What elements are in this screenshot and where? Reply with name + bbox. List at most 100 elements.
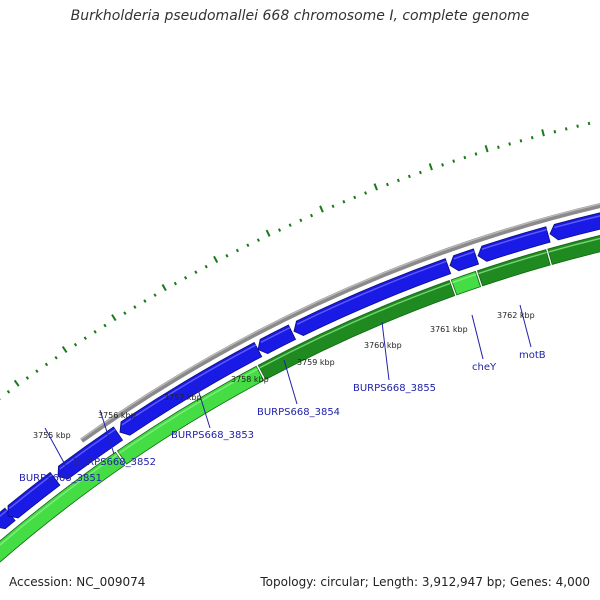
label-leader-line [381,321,390,381]
gene-label: motB [519,350,546,361]
label-leaders [44,304,532,471]
backbone-line [80,203,600,443]
minor-tick [508,142,512,146]
minor-tick [103,323,107,328]
minor-tick [441,163,444,167]
scale-label: 3762 kbp [497,311,535,320]
label-leader-line [283,359,298,405]
major-tick [111,314,117,322]
reverse-gene-block [116,365,265,465]
forward-gene-arrow [257,324,297,355]
minor-tick [353,195,357,200]
minor-tick [278,228,282,232]
minor-tick [204,264,208,269]
forward-gene-arrow [477,226,551,262]
scale-label: 3756 kbp [98,411,136,420]
gene-label: BURPS668_3851 [19,473,102,484]
minor-tick [83,336,87,340]
major-tick [61,346,68,353]
forward-genes [0,212,600,530]
minor-tick [184,276,188,280]
forward-gene-arrow [7,471,61,519]
minor-tick [530,135,534,140]
minor-tick [235,248,239,253]
minor-tick [463,155,467,160]
minor-tick [143,299,147,303]
minor-tick [299,218,303,223]
forward-gene-arrow [57,426,124,480]
minor-tick [194,270,198,274]
minor-tick [44,362,49,367]
gene-label: BURPS668_3852 [73,457,156,468]
scale-label: 3755 kbp [33,431,71,440]
minor-tick [54,355,58,360]
accession-text: Accession: NC_009074 [9,575,146,589]
label-leader-line [44,427,69,471]
scale-labels: 3755 kbp 3756 kbp 3757 kbp 3758 kbp 3759 kbp… [33,311,535,440]
major-tick [319,205,324,213]
minor-tick [256,238,260,242]
scale-label: 3758 kbp [231,375,269,384]
reverse-gene-block [547,235,600,265]
gene-label: BURPS668_3855 [353,383,436,394]
minor-tick [225,254,229,258]
minor-tick [35,369,39,373]
minor-tick [173,281,177,286]
minor-tick [310,213,314,218]
scale-label: 3757 kbp [164,393,202,402]
minor-tick [497,145,500,149]
minor-tick [288,223,292,227]
reverse-gene-block [450,270,482,296]
major-tick [373,183,378,191]
backbone-ring [80,203,600,443]
minor-tick [246,243,250,248]
minor-tick [385,182,389,187]
major-tick [428,163,433,171]
topology-summary: Topology: circular; Length: 3,912,947 bp… [260,575,590,589]
minor-tick [474,152,478,156]
gene-label: BURPS668_3854 [257,407,340,418]
scale-label: 3759 kbp [297,358,335,367]
minor-tick [364,191,368,195]
reverse-genes [0,235,600,563]
label-leader-line [195,382,211,429]
map-title: Burkholderia pseudomallei 668 chromosome… [70,8,530,24]
minor-tick [133,305,137,309]
minor-tick [73,342,78,347]
minor-tick [93,330,97,334]
scale-label: 3760 kbp [364,341,402,350]
forward-gene-arrow [293,258,452,336]
gene-label: BURPS668_3853 [171,430,254,441]
tick-marks [0,121,591,401]
minor-tick [553,130,557,134]
minor-tick [123,311,127,315]
minor-tick [576,124,579,128]
reverse-gene-block [257,280,456,380]
minor-tick [519,139,523,143]
major-tick [161,284,167,292]
scale-label: 3761 kbp [430,325,468,334]
label-leader-line [99,409,115,455]
minor-tick [25,376,30,380]
label-leader-line [519,304,532,348]
major-tick [541,129,545,137]
minor-tick [407,174,411,179]
minor-tick [452,159,456,163]
minor-tick [418,170,422,175]
minor-tick [331,204,335,209]
minor-tick [564,127,568,131]
minor-tick [6,389,11,394]
reverse-gene-block [0,451,126,563]
major-tick [213,255,219,263]
gene-labels: BURPS668_3851 BURPS668_3852 BURPS668_3853 B… [19,350,546,484]
gene-label: cheY [472,362,497,373]
minor-tick [342,200,346,204]
label-leader-line [471,314,484,360]
forward-gene-arrow [449,248,480,272]
minor-tick [587,121,591,126]
minor-tick [153,293,157,297]
reverse-gene-block [476,249,551,287]
major-tick [13,379,20,387]
minor-tick [396,178,400,183]
